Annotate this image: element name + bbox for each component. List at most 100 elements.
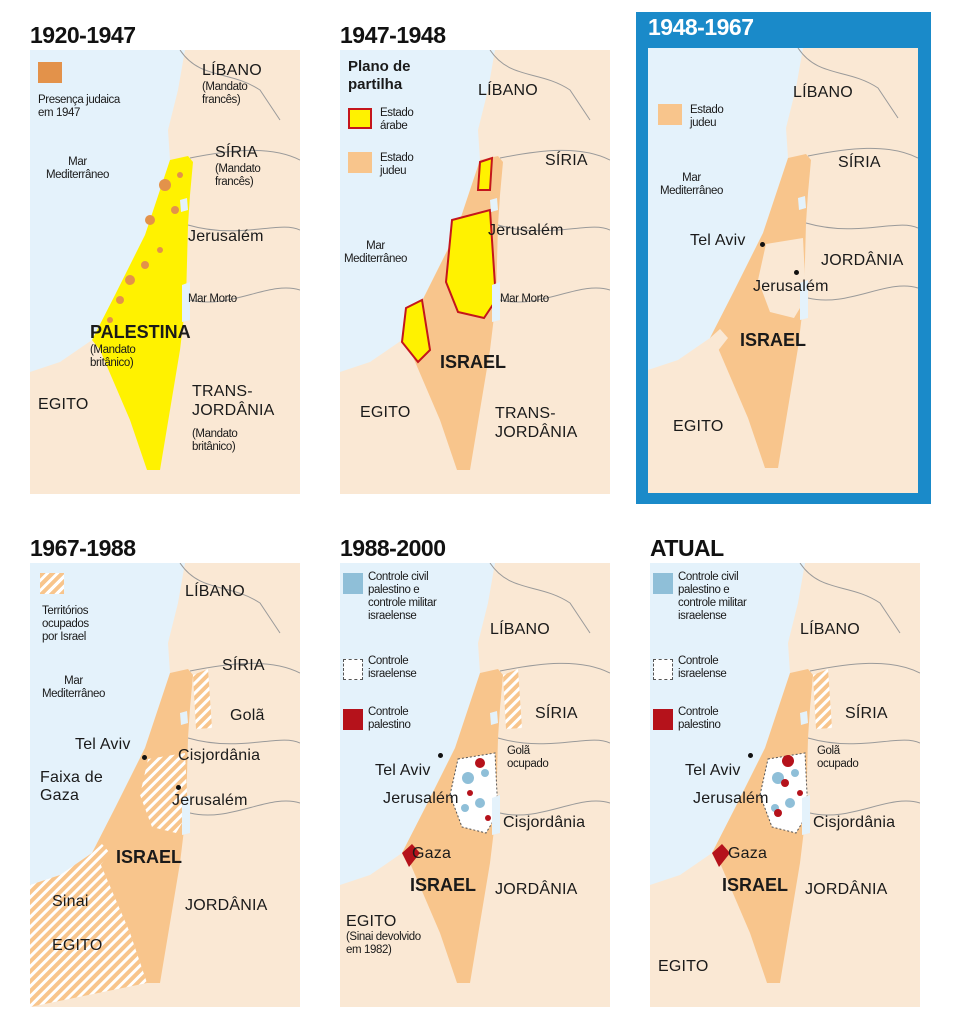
map-1988-2000: Controle civil palestino e controle mili… xyxy=(340,563,610,1007)
border-line xyxy=(797,48,918,301)
label-tel-aviv: Tel Aviv xyxy=(685,762,741,779)
label-jordania: JORDÂNIA xyxy=(495,881,578,898)
label-mar: Mar Mediterrâneo xyxy=(660,172,723,197)
sea-of-galilee xyxy=(180,198,188,212)
label-israel: ISRAEL xyxy=(740,330,807,350)
legend-label: Estado judeu xyxy=(690,104,724,129)
label-israel: ISRAEL xyxy=(722,875,789,895)
label-jerusalem: Jerusalém xyxy=(488,222,564,239)
sinai-occupied xyxy=(30,853,147,1007)
jewish-settlement-area xyxy=(125,275,135,285)
map-1948-1967: Estado judeu LÍBANO SÍRIA Mar Mediterrân… xyxy=(648,48,918,493)
city-dot-jerusalem xyxy=(176,785,181,790)
label-cisjordania: Cisjordânia xyxy=(813,814,896,831)
label-libano: LÍBANO xyxy=(490,621,550,638)
label-tel-aviv: Tel Aviv xyxy=(690,232,746,249)
label-mar-morto: Mar Morto xyxy=(188,293,237,305)
legend-label: Controle israelense xyxy=(678,655,727,680)
palestinian-control-area xyxy=(797,790,803,796)
legend-swatch-israeli-control xyxy=(653,659,673,680)
gaza-occupied xyxy=(92,844,110,867)
dead-sea xyxy=(182,795,190,835)
label-mar-morto: Mar Morto xyxy=(500,293,549,305)
label-tel-aviv: Tel Aviv xyxy=(75,736,131,753)
map-shapes xyxy=(648,48,918,468)
legend-swatch-palestinian-control xyxy=(343,709,363,730)
label-mar: Mar Mediterrâneo xyxy=(42,675,105,700)
label-egito: EGITO xyxy=(346,913,397,930)
arab-state-gaza xyxy=(400,298,432,364)
civil-control-area xyxy=(791,769,799,777)
golan-occupied xyxy=(193,669,212,729)
sea-mediterranean xyxy=(340,50,495,372)
jewish-settlement-area xyxy=(159,179,171,191)
label-siria-sub: (Mandato francês) xyxy=(215,163,261,188)
label-tel-aviv: Tel Aviv xyxy=(375,762,431,779)
map-shapes xyxy=(340,563,610,983)
sea-mediterranean xyxy=(340,563,495,885)
label-gola: Golã xyxy=(230,707,265,724)
label-israel: ISRAEL xyxy=(440,352,507,372)
legend-label: Territórios ocupados por Israel xyxy=(42,605,89,643)
sea-mediterranean xyxy=(30,563,185,885)
west-bank-occupied xyxy=(140,753,188,833)
map-1967-1988: Territórios ocupados por Israel LÍBANO S… xyxy=(30,563,300,1007)
legend-swatch-palestinian-control xyxy=(653,709,673,730)
jewish-settlement-area xyxy=(145,215,155,225)
label-libano: LÍBANO xyxy=(185,583,245,600)
map-shapes xyxy=(650,563,920,983)
label-libano: LÍBANO xyxy=(800,621,860,638)
label-mar: Mar Mediterrâneo xyxy=(344,240,407,265)
sea-mediterranean xyxy=(650,563,805,885)
jewish-settlement-area xyxy=(171,206,179,214)
label-libano: LÍBANO xyxy=(478,82,538,99)
palestinian-control-area xyxy=(782,755,794,767)
map-atual: Controle civil palestino e controle mili… xyxy=(650,563,920,1007)
map-shapes xyxy=(340,50,610,470)
label-jerusalem: Jerusalém xyxy=(383,790,459,807)
border-line xyxy=(179,50,300,303)
label-egito: EGITO xyxy=(38,396,89,413)
label-transjordania-sub: (Mandato britânico) xyxy=(192,428,238,453)
palestinian-control-area xyxy=(485,815,491,821)
city-dot-tel-aviv xyxy=(748,753,753,758)
label-mar: Mar Mediterrâneo xyxy=(46,156,109,181)
map-shapes xyxy=(30,50,300,470)
label-israel: ISRAEL xyxy=(116,847,183,867)
sea-mediterranean xyxy=(30,50,185,372)
border-line xyxy=(179,563,300,816)
legend-title: Plano de partilha xyxy=(348,58,411,93)
israel-territory xyxy=(92,669,193,983)
palestinian-control-area xyxy=(774,809,782,817)
city-dot-tel-aviv xyxy=(142,755,147,760)
label-libano-sub: (Mandato francês) xyxy=(202,81,248,106)
palestinian-control-area xyxy=(475,758,485,768)
label-gaza: Faixa de Gaza xyxy=(40,769,103,804)
label-jerusalem: Jerusalém xyxy=(753,278,829,295)
civil-control-area xyxy=(785,798,795,808)
jewish-settlement-area xyxy=(177,172,183,178)
israel-territory xyxy=(712,669,813,983)
label-libano: LÍBANO xyxy=(202,62,262,79)
jewish-settlement-area xyxy=(107,317,113,323)
legend-swatch-jewish-state xyxy=(348,152,372,173)
legend-swatch-civil-control xyxy=(343,573,363,594)
arab-state-west-bank xyxy=(444,208,498,320)
legend-swatch-jewish-presence xyxy=(38,62,62,83)
label-jordania: JORDÂNIA xyxy=(805,881,888,898)
dead-sea xyxy=(492,795,500,835)
golan-occupied xyxy=(813,669,832,729)
panel-title: ATUAL xyxy=(650,535,724,561)
legend-swatch-arab-state xyxy=(348,108,372,129)
panel-title: 1948-1967 xyxy=(648,14,754,40)
legend-label: Controle civil palestino e controle mili… xyxy=(368,571,437,622)
legend-swatch-israeli-control xyxy=(343,659,363,680)
label-siria: SÍRIA xyxy=(222,657,265,674)
palestinian-control-area xyxy=(467,790,473,796)
panel-title: 1988-2000 xyxy=(340,535,446,561)
civil-control-area xyxy=(475,798,485,808)
border-line xyxy=(489,563,610,816)
label-gaza: Gaza xyxy=(412,845,452,862)
gaza-egypt xyxy=(710,329,728,352)
label-jerusalem: Jerusalém xyxy=(188,228,264,245)
